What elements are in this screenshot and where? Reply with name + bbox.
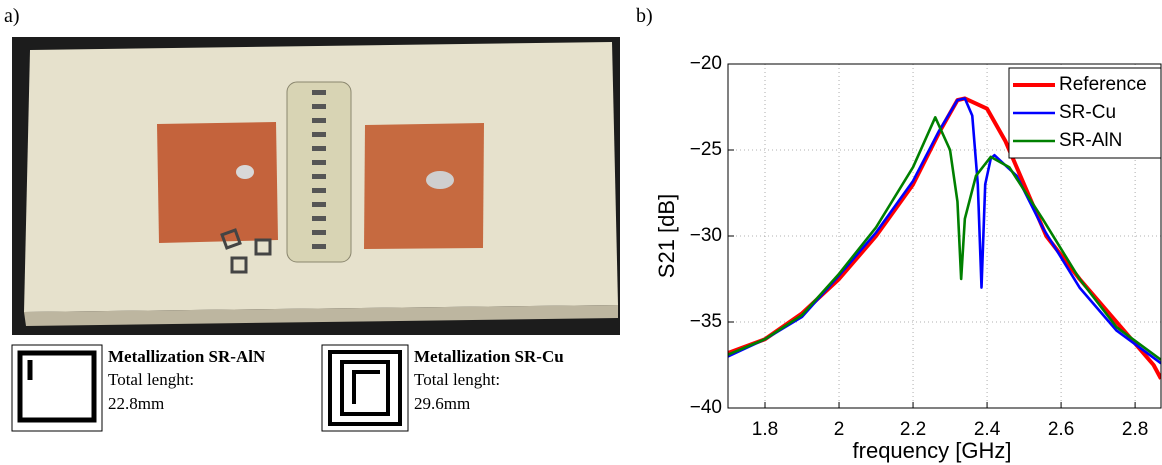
x-tick-label: 1.8 [752,419,778,440]
y-tick-label: −30 [690,225,722,246]
icon-sr-aln [12,345,102,431]
panel-label: b) [636,5,653,27]
y-axis-label: S21 [dB] [654,194,679,278]
legend-label: SR-AlN [1059,130,1122,151]
legend-label: SR-Cu [1059,102,1116,123]
caption-line: 29.6mm [414,394,470,413]
panel-label: a) [4,5,20,27]
x-axis-label: frequency [GHz] [853,438,1012,463]
figure: a) b) Metallization SR-AlN [0,0,1162,465]
x-tick-label: 2.4 [974,419,1001,440]
icon-sr-cu [322,345,408,431]
x-tick-label: 2.6 [1048,419,1074,440]
x-tick-label: 2.2 [900,419,926,440]
caption-line: 22.8mm [108,394,164,413]
legend-label: Reference [1059,74,1147,95]
y-tick-label: −25 [690,139,722,160]
y-tick-label: −20 [690,53,722,74]
y-tick-label: −35 [690,311,722,332]
caption-title: Metallization SR-Cu [414,347,564,366]
caption-title: Metallization SR-AlN [108,347,266,366]
x-tick-label: 2 [834,419,845,440]
page: {"panel_labels": ["a)", "b)"], "captions… [0,0,1162,465]
caption-line: Total lenght: [108,370,194,389]
x-tick-label: 2.8 [1122,419,1148,440]
photo [12,37,620,335]
y-tick-label: −40 [690,397,722,418]
caption-line: Total lenght: [414,370,500,389]
